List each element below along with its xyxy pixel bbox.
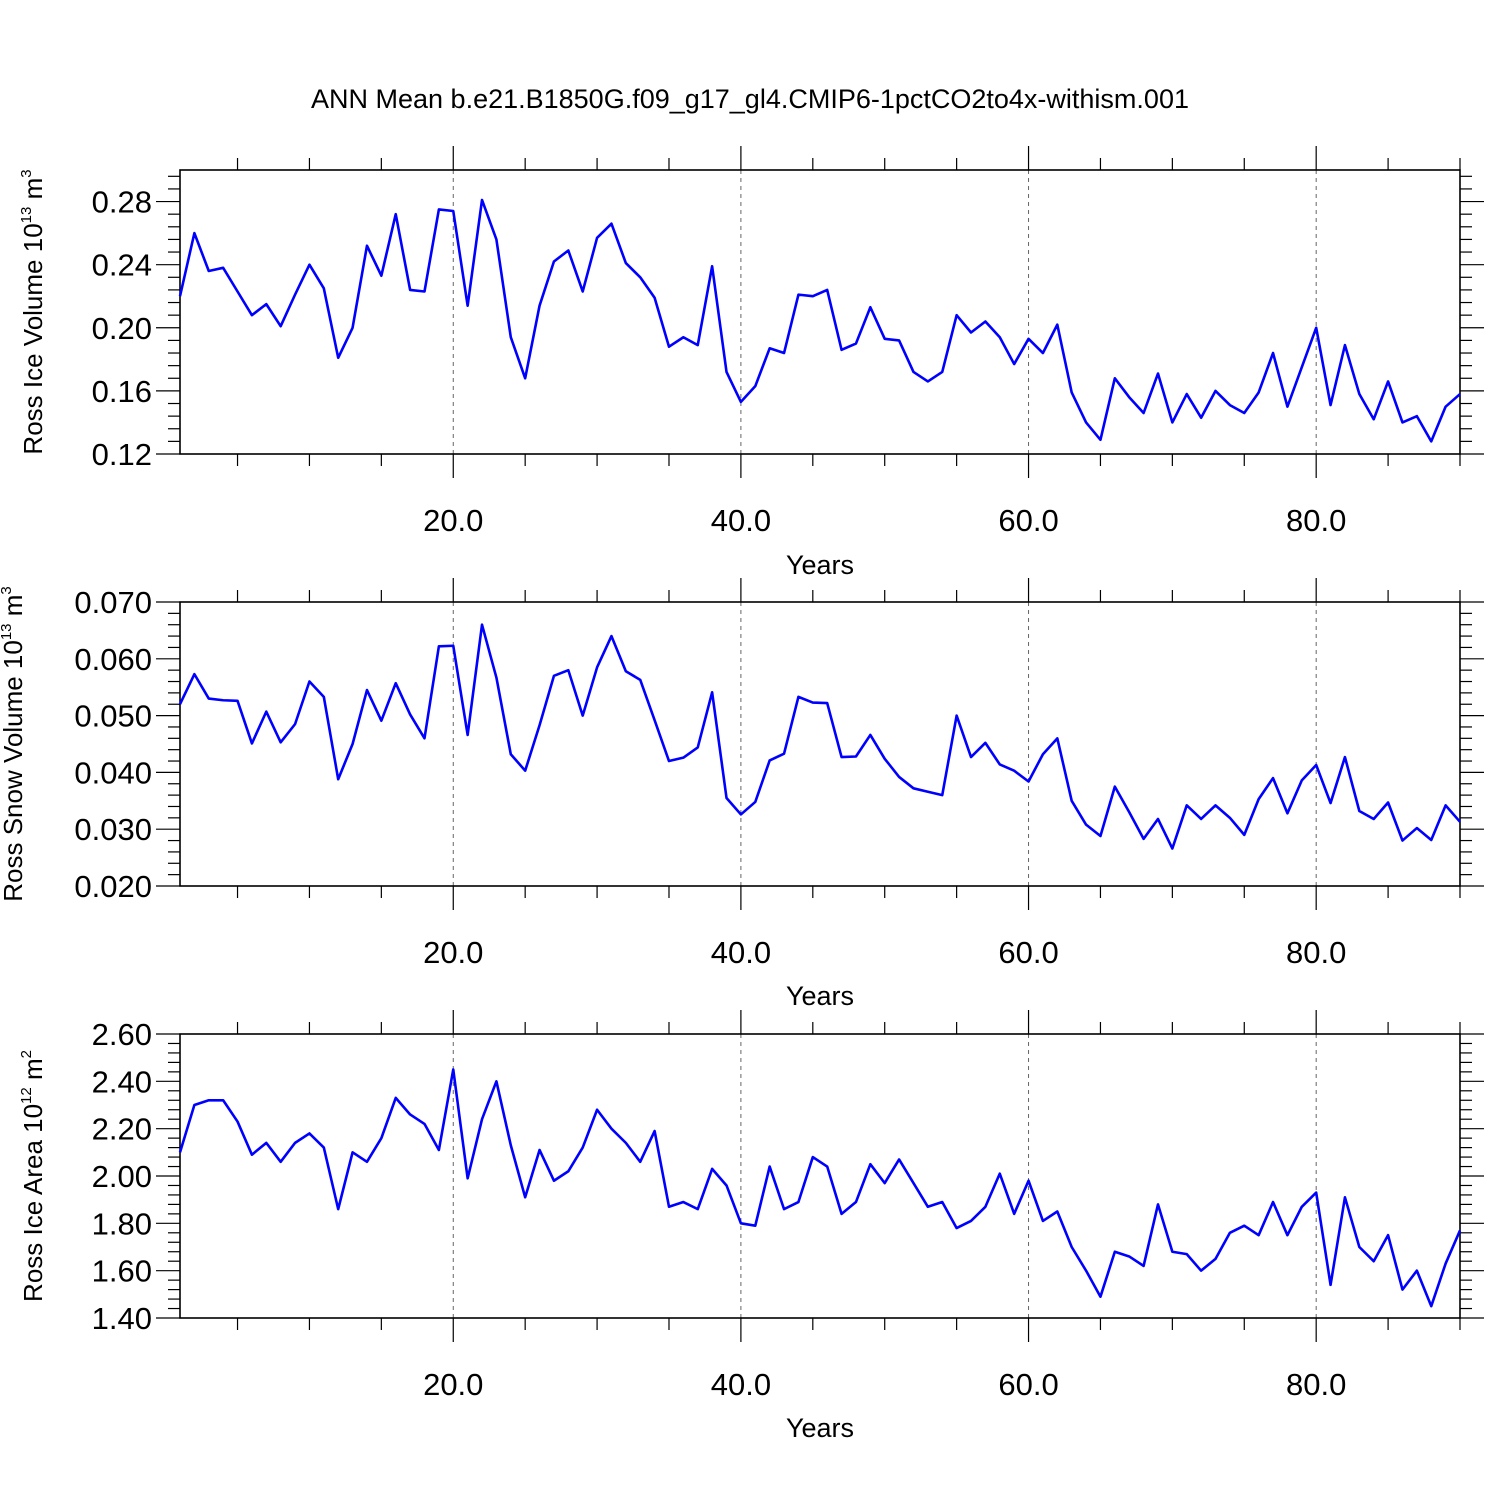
y-axis-label-exponent: 12 [18,1087,35,1104]
x-tick-label: 80.0 [1286,503,1346,538]
x-tick-label: 80.0 [1286,1367,1346,1402]
x-tick-label: 80.0 [1286,935,1346,970]
y-tick-label: 0.12 [92,437,152,472]
x-tick-label: 60.0 [998,503,1058,538]
x-tick-label: 20.0 [423,935,483,970]
x-tick-label: 60.0 [998,935,1058,970]
y-tick-label: 2.40 [92,1064,152,1099]
y-axis-label-exponent: 13 [18,207,35,224]
x-tick-label: 40.0 [711,935,771,970]
x-tick-label: 40.0 [711,503,771,538]
y-tick-label: 2.60 [92,1017,152,1052]
panel-3: 20.0 40.0 60.0 80.0 1.40 1.60 1.80 2.00 2.20 2.40… [18,1010,1484,1443]
series-line [178,198,1461,443]
y-tick-label: 0.020 [74,869,152,904]
y-tick-label: 1.60 [92,1254,152,1289]
y-tick-label: 2.00 [92,1159,152,1194]
y-tick-label: 0.040 [74,755,152,790]
x-tick-label: 60.0 [998,1367,1058,1402]
y-tick-label: 0.060 [74,642,152,677]
y-tick-label: 1.40 [92,1301,152,1336]
y-tick-label: 0.28 [92,185,152,220]
x-tick-label: 20.0 [423,1367,483,1402]
x-axis-label: Years [786,550,854,580]
y-axis-label: Ross Snow Volume 1013 m3 [0,586,28,902]
y-tick-label: 0.070 [74,585,152,620]
y-axis-label-unit-exponent: 3 [18,169,35,177]
y-axis-label-text: Ross Snow Volume 10 [0,640,28,902]
x-tick-label: 40.0 [711,1367,771,1402]
y-axis-label-unit-exponent: 3 [0,586,15,594]
y-axis-label-text: Ross Ice Area 10 [18,1104,48,1302]
x-tick-label: 20.0 [423,503,483,538]
y-axis-label-unit: m [18,1058,48,1087]
x-axis-label: Years [786,1413,854,1443]
x-axis-label: Years [786,981,854,1011]
y-axis-label-text: Ross Ice Volume 10 [18,223,48,454]
y-axis-label-unit: m [18,178,48,207]
y-axis-label: Ross Ice Volume 1013 m3 [18,169,48,454]
y-axis-label-unit: m [0,595,28,624]
plot-frame [179,601,1461,887]
plot-frame [179,1033,1461,1319]
panel-1: 20.0 40.0 60.0 80.0 0.12 0.16 0.20 0.24 0.28 Year… [18,146,1484,580]
y-tick-label: 0.20 [92,311,152,346]
panel-2: 20.0 40.0 60.0 80.0 0.020 0.030 0.040 0.050 0.06… [0,578,1484,1011]
y-tick-label: 2.20 [92,1112,152,1147]
y-axis-label: Ross Ice Area 1012 m2 [18,1050,48,1302]
y-tick-label: 0.24 [92,248,152,283]
series-line [178,623,1461,850]
y-axis-label-unit-exponent: 2 [18,1050,35,1058]
figure-title: ANN Mean b.e21.B1850G.f09_g17_gl4.CMIP6-… [311,84,1189,114]
y-axis-label-exponent: 13 [0,623,15,640]
series-line [178,1068,1462,1308]
y-tick-label: 0.050 [74,699,152,734]
y-tick-label: 1.80 [92,1206,152,1241]
plot-frame [179,169,1461,455]
y-tick-label: 0.030 [74,812,152,847]
panels: 20.0 40.0 60.0 80.0 0.12 0.16 0.20 0.24 0.28 Year… [0,146,1484,1443]
y-tick-label: 0.16 [92,374,152,409]
